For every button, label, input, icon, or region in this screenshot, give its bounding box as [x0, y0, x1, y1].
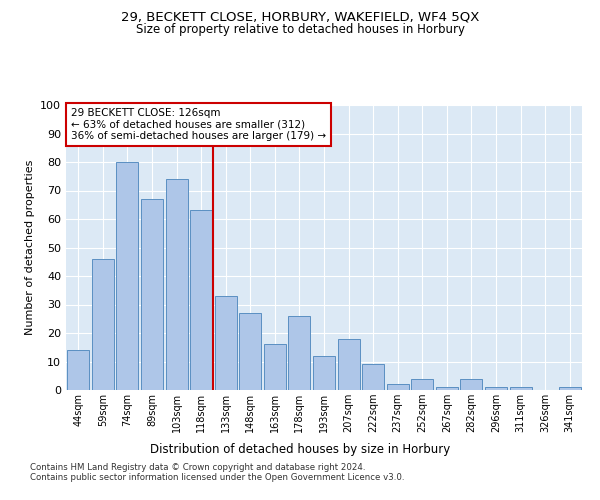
- Y-axis label: Number of detached properties: Number of detached properties: [25, 160, 35, 335]
- Bar: [289, 316, 310, 390]
- Bar: [92, 259, 114, 390]
- Bar: [338, 338, 359, 390]
- Bar: [460, 378, 482, 390]
- Bar: [362, 364, 384, 390]
- Bar: [411, 378, 433, 390]
- Bar: [386, 384, 409, 390]
- Bar: [313, 356, 335, 390]
- Bar: [264, 344, 286, 390]
- Bar: [116, 162, 139, 390]
- Bar: [190, 210, 212, 390]
- Bar: [215, 296, 237, 390]
- Bar: [67, 350, 89, 390]
- Bar: [509, 387, 532, 390]
- Text: 29 BECKETT CLOSE: 126sqm
← 63% of detached houses are smaller (312)
36% of semi-: 29 BECKETT CLOSE: 126sqm ← 63% of detach…: [71, 108, 326, 141]
- Text: Contains public sector information licensed under the Open Government Licence v3: Contains public sector information licen…: [30, 474, 404, 482]
- Bar: [559, 387, 581, 390]
- Text: 29, BECKETT CLOSE, HORBURY, WAKEFIELD, WF4 5QX: 29, BECKETT CLOSE, HORBURY, WAKEFIELD, W…: [121, 10, 479, 23]
- Bar: [485, 387, 507, 390]
- Text: Size of property relative to detached houses in Horbury: Size of property relative to detached ho…: [136, 22, 464, 36]
- Text: Distribution of detached houses by size in Horbury: Distribution of detached houses by size …: [150, 442, 450, 456]
- Bar: [436, 387, 458, 390]
- Text: Contains HM Land Registry data © Crown copyright and database right 2024.: Contains HM Land Registry data © Crown c…: [30, 462, 365, 471]
- Bar: [166, 179, 188, 390]
- Bar: [239, 313, 262, 390]
- Bar: [141, 199, 163, 390]
